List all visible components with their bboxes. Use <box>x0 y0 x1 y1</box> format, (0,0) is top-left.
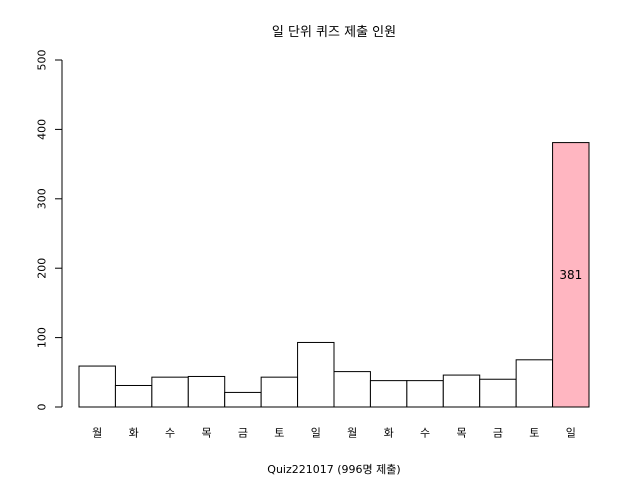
bar <box>78 365 116 408</box>
x-tick-label: 토 <box>274 427 284 440</box>
x-axis-label: Quiz221017 (996명 제출) <box>267 463 400 476</box>
bar-value-label: 381 <box>559 268 582 282</box>
y-tick-label: 300 <box>36 188 49 209</box>
x-tick-label: 월 <box>92 427 102 440</box>
bar <box>151 376 189 408</box>
bar <box>515 359 554 408</box>
bar <box>406 380 444 408</box>
x-tick-label: 금 <box>238 427 248 440</box>
y-tick-label: 200 <box>36 258 49 279</box>
y-tick-label: 500 <box>36 50 49 71</box>
bar <box>333 371 371 408</box>
bar <box>442 374 481 408</box>
x-tick-label: 수 <box>420 427 430 440</box>
bars: 381 <box>78 142 590 408</box>
x-tick-label: 목 <box>201 427 211 440</box>
x-tick-label: 월 <box>347 427 357 440</box>
x-tick-label: 화 <box>129 427 139 440</box>
bar <box>297 341 335 408</box>
x-tick-label: 금 <box>493 427 503 440</box>
bar <box>260 376 299 408</box>
bar <box>369 380 408 408</box>
y-tick-label: 400 <box>36 119 49 140</box>
chart-title: 일 단위 퀴즈 제출 인원 <box>272 25 396 40</box>
x-tick-label: 일 <box>566 426 576 440</box>
bar <box>187 375 226 408</box>
y-axis: 0 100 200 300 400 500 <box>36 50 63 411</box>
x-tick-label: 목 <box>456 427 466 440</box>
x-tick-label: 화 <box>384 427 394 440</box>
y-tick-label: 0 <box>36 404 49 411</box>
bar <box>224 391 262 408</box>
x-tick-label: 일 <box>311 426 321 440</box>
bar <box>479 378 517 408</box>
bar <box>552 142 590 408</box>
x-tick-label: 수 <box>165 427 175 440</box>
bar <box>114 384 153 408</box>
y-tick-label: 100 <box>36 327 49 348</box>
x-tick-label: 토 <box>529 427 539 440</box>
